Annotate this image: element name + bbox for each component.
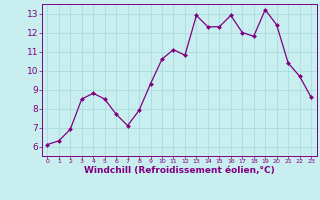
- X-axis label: Windchill (Refroidissement éolien,°C): Windchill (Refroidissement éolien,°C): [84, 166, 275, 175]
